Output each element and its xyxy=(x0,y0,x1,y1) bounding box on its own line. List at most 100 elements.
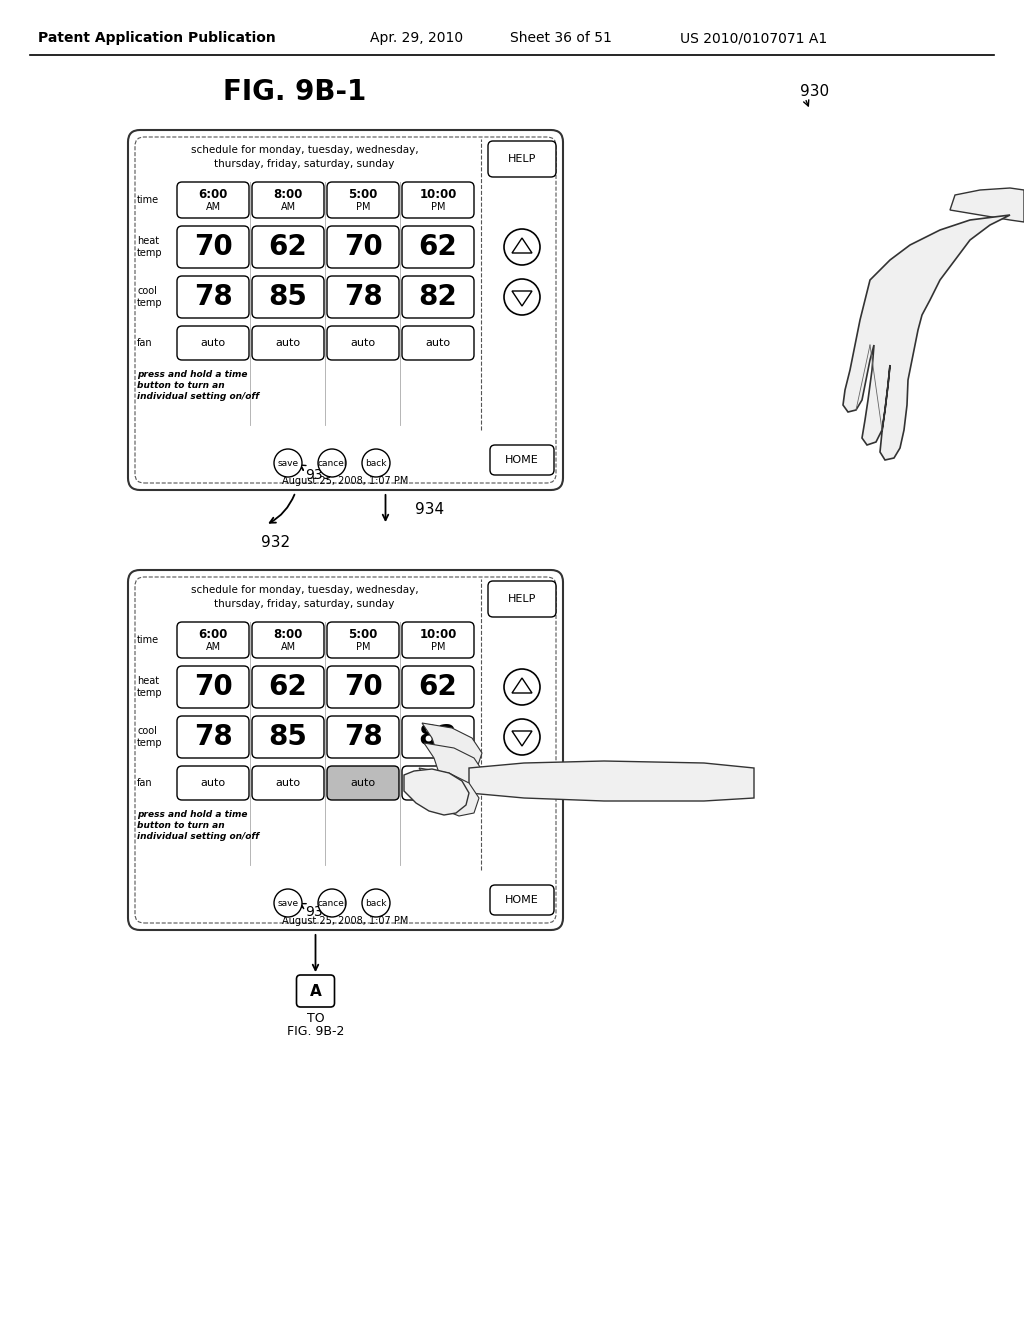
Text: back: back xyxy=(366,458,387,467)
Text: 62: 62 xyxy=(268,673,307,701)
Text: 6:00: 6:00 xyxy=(199,189,227,202)
Text: 934: 934 xyxy=(416,503,444,517)
Circle shape xyxy=(318,449,346,477)
Text: US 2010/0107071 A1: US 2010/0107071 A1 xyxy=(680,30,827,45)
Text: 5:00: 5:00 xyxy=(348,628,378,642)
Text: 78: 78 xyxy=(194,282,232,312)
FancyBboxPatch shape xyxy=(402,715,474,758)
Text: auto: auto xyxy=(425,338,451,348)
FancyBboxPatch shape xyxy=(488,141,556,177)
Text: heat
temp: heat temp xyxy=(137,236,163,257)
FancyBboxPatch shape xyxy=(327,276,399,318)
Circle shape xyxy=(318,888,346,917)
Text: cancel: cancel xyxy=(317,458,347,467)
Circle shape xyxy=(362,449,390,477)
Circle shape xyxy=(504,719,540,755)
Text: 62: 62 xyxy=(268,234,307,261)
Text: time: time xyxy=(137,195,159,205)
FancyBboxPatch shape xyxy=(327,715,399,758)
Text: 78: 78 xyxy=(344,723,382,751)
Text: FIG. 9B-2: FIG. 9B-2 xyxy=(287,1026,344,1038)
Text: auto: auto xyxy=(201,338,225,348)
Text: HOME: HOME xyxy=(505,895,539,906)
Text: cool
temp: cool temp xyxy=(137,286,163,308)
Text: 78: 78 xyxy=(344,282,382,312)
FancyBboxPatch shape xyxy=(177,182,249,218)
Circle shape xyxy=(274,888,302,917)
FancyBboxPatch shape xyxy=(488,581,556,616)
Polygon shape xyxy=(950,187,1024,222)
Polygon shape xyxy=(512,731,532,746)
Text: A: A xyxy=(309,983,322,998)
Text: 8:00: 8:00 xyxy=(273,628,303,642)
Text: 70: 70 xyxy=(344,234,382,261)
Text: 10:00: 10:00 xyxy=(419,628,457,642)
Text: thursday, friday, saturday, sunday: thursday, friday, saturday, sunday xyxy=(214,599,394,609)
FancyBboxPatch shape xyxy=(128,570,563,931)
FancyBboxPatch shape xyxy=(177,667,249,708)
FancyBboxPatch shape xyxy=(402,182,474,218)
Text: auto: auto xyxy=(425,777,451,788)
FancyBboxPatch shape xyxy=(177,326,249,360)
Text: August 25, 2008, 1:07 PM: August 25, 2008, 1:07 PM xyxy=(283,477,409,486)
Text: 8:00: 8:00 xyxy=(273,189,303,202)
Text: thursday, friday, saturday, sunday: thursday, friday, saturday, sunday xyxy=(214,158,394,169)
FancyBboxPatch shape xyxy=(252,276,324,318)
Text: cool
temp: cool temp xyxy=(137,726,163,748)
Text: 82: 82 xyxy=(419,723,458,751)
Text: 85: 85 xyxy=(268,282,307,312)
Circle shape xyxy=(504,228,540,265)
Text: 70: 70 xyxy=(194,673,232,701)
Text: button to turn an: button to turn an xyxy=(137,381,224,389)
FancyBboxPatch shape xyxy=(490,445,554,475)
Text: HELP: HELP xyxy=(508,154,537,164)
FancyBboxPatch shape xyxy=(327,766,399,800)
Text: save: save xyxy=(278,458,299,467)
Text: fan: fan xyxy=(137,777,153,788)
Text: AM: AM xyxy=(281,202,296,213)
FancyBboxPatch shape xyxy=(327,667,399,708)
Text: 6:00: 6:00 xyxy=(199,628,227,642)
Text: 70: 70 xyxy=(194,234,232,261)
Text: August 25, 2008, 1:07 PM: August 25, 2008, 1:07 PM xyxy=(283,916,409,927)
FancyBboxPatch shape xyxy=(402,276,474,318)
FancyBboxPatch shape xyxy=(252,226,324,268)
FancyBboxPatch shape xyxy=(402,667,474,708)
FancyBboxPatch shape xyxy=(327,226,399,268)
FancyBboxPatch shape xyxy=(402,326,474,360)
FancyBboxPatch shape xyxy=(327,622,399,657)
Polygon shape xyxy=(422,723,482,771)
FancyBboxPatch shape xyxy=(297,975,335,1007)
Text: 930: 930 xyxy=(800,84,829,99)
Text: auto: auto xyxy=(275,338,301,348)
FancyBboxPatch shape xyxy=(402,622,474,657)
FancyBboxPatch shape xyxy=(490,884,554,915)
Text: HOME: HOME xyxy=(505,455,539,465)
Circle shape xyxy=(504,279,540,315)
Text: 85: 85 xyxy=(268,723,307,751)
Text: heat
temp: heat temp xyxy=(137,676,163,698)
Text: auto: auto xyxy=(275,777,301,788)
FancyBboxPatch shape xyxy=(402,766,474,800)
Text: 78: 78 xyxy=(194,723,232,751)
Text: HELP: HELP xyxy=(508,594,537,605)
Text: cancel: cancel xyxy=(317,899,347,908)
Text: AM: AM xyxy=(206,202,220,213)
Polygon shape xyxy=(843,215,1010,459)
Text: auto: auto xyxy=(350,777,376,788)
Polygon shape xyxy=(419,768,479,816)
Text: 62: 62 xyxy=(419,234,458,261)
Polygon shape xyxy=(424,743,484,791)
Text: AM: AM xyxy=(206,642,220,652)
FancyBboxPatch shape xyxy=(128,129,563,490)
Circle shape xyxy=(362,888,390,917)
Text: save: save xyxy=(278,899,299,908)
Text: Patent Application Publication: Patent Application Publication xyxy=(38,30,275,45)
Text: individual setting on/off: individual setting on/off xyxy=(137,392,259,401)
FancyBboxPatch shape xyxy=(252,667,324,708)
Polygon shape xyxy=(469,762,754,801)
Text: individual setting on/off: individual setting on/off xyxy=(137,832,259,841)
Text: 10:00: 10:00 xyxy=(419,189,457,202)
Text: 5:00: 5:00 xyxy=(348,189,378,202)
Text: Apr. 29, 2010: Apr. 29, 2010 xyxy=(370,30,463,45)
